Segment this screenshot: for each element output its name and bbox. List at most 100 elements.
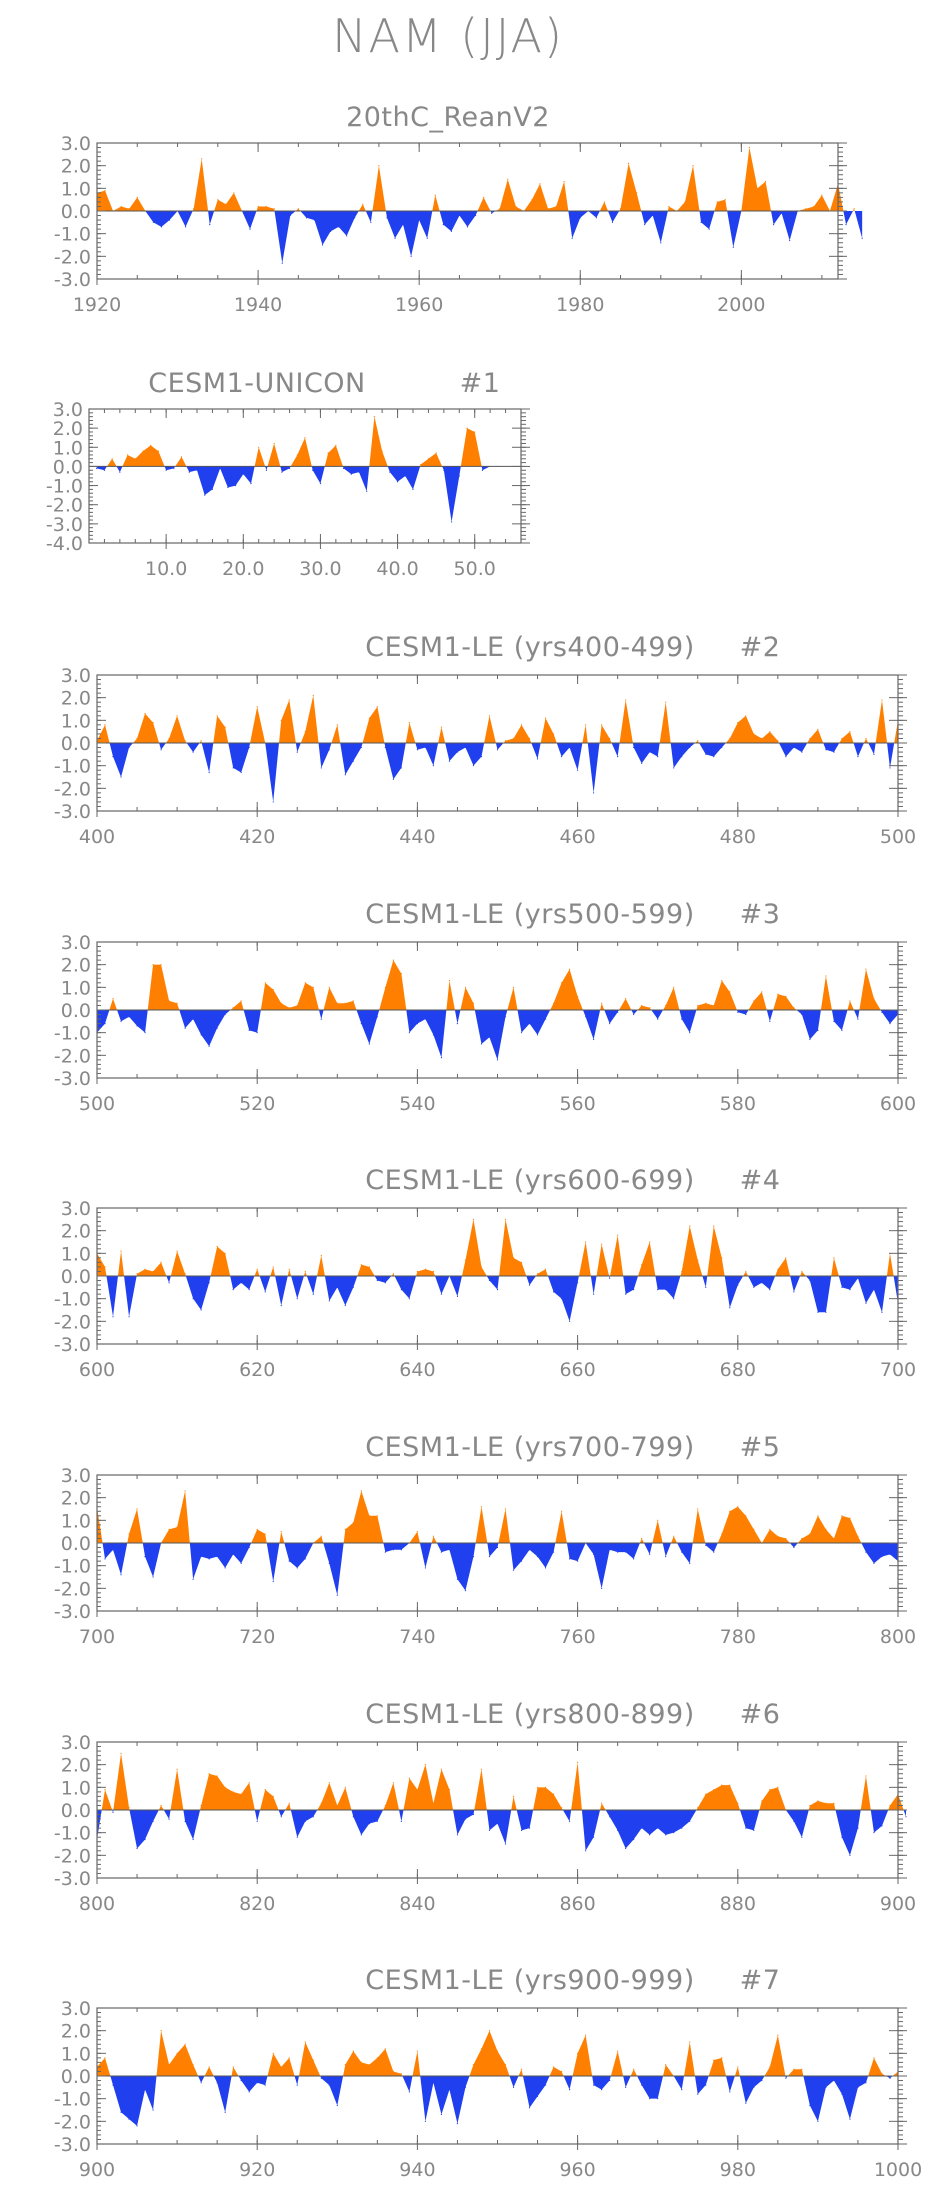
data-point <box>328 1562 330 1564</box>
data-point <box>881 1825 883 1827</box>
data-point <box>761 991 763 993</box>
data-point <box>881 699 883 701</box>
data-point <box>601 1587 603 1589</box>
data-point <box>512 2086 515 2088</box>
data-point <box>257 205 259 208</box>
data-point <box>456 1834 459 1836</box>
x-tick-label: 460 <box>559 826 595 848</box>
data-point <box>443 469 445 471</box>
data-point <box>256 1820 258 1822</box>
data-point <box>376 1820 378 1822</box>
data-point <box>128 1316 130 1318</box>
data-point <box>805 208 807 210</box>
data-point <box>408 1777 410 1779</box>
data-point <box>144 1032 146 1034</box>
data-point <box>176 2052 178 2054</box>
data-point <box>857 1277 859 1279</box>
data-point <box>785 1537 787 1540</box>
data-point <box>384 2048 386 2050</box>
data-point <box>745 2102 747 2104</box>
data-point <box>368 1266 370 1268</box>
data-point <box>192 1018 194 1020</box>
y-tick-label: -3.0 <box>54 1068 91 1090</box>
data-point <box>192 1298 194 1300</box>
data-point <box>432 1270 435 1273</box>
data-point <box>424 1764 427 1766</box>
y-tick-label: -1.0 <box>54 1289 91 1311</box>
y-tick-label: 2.0 <box>53 418 83 440</box>
data-point <box>297 208 299 210</box>
data-point <box>611 221 614 223</box>
data-point <box>825 1528 827 1530</box>
data-point <box>112 1811 114 1813</box>
data-point <box>633 1013 635 1016</box>
data-point <box>665 1004 667 1007</box>
data-point <box>865 2082 867 2084</box>
data-point <box>841 1286 843 1288</box>
data-point <box>232 1007 234 1009</box>
data-point <box>689 1032 691 1034</box>
data-point <box>737 1284 739 1286</box>
data-point <box>689 1562 691 1564</box>
y-tick-label: 1.0 <box>61 1777 91 1799</box>
data-point <box>288 2057 290 2059</box>
data-point <box>150 444 152 446</box>
y-tick-label: -1.0 <box>46 476 83 498</box>
data-point <box>416 1789 418 1791</box>
positive-area <box>97 147 855 211</box>
panel-5: CESM1-LE (yrs600-699) #43.02.01.00.0-1.0-… <box>54 1165 916 1381</box>
data-point <box>649 1007 651 1009</box>
data-point <box>456 1578 459 1580</box>
data-point <box>641 1004 643 1007</box>
data-point <box>873 1562 875 1564</box>
data-point <box>617 756 619 758</box>
data-point <box>480 1506 483 1508</box>
data-point <box>232 1553 234 1555</box>
data-point <box>128 1016 130 1018</box>
data-point <box>272 2052 274 2054</box>
data-point <box>681 1018 683 1020</box>
data-point <box>128 1807 130 1809</box>
data-point <box>769 1289 771 1291</box>
data-point <box>103 469 106 471</box>
y-tick-label: -3.0 <box>54 1868 91 1890</box>
data-point <box>673 1298 675 1300</box>
data-point <box>265 469 268 471</box>
data-point <box>96 467 98 469</box>
data-point <box>338 226 340 228</box>
data-point <box>193 208 195 210</box>
data-points <box>96 1752 907 1856</box>
data-point <box>547 208 549 210</box>
panel-title: CESM1-UNICON <box>148 368 366 399</box>
data-point <box>440 1551 443 1553</box>
data-point <box>520 1261 523 1263</box>
y-tick-label: 2.0 <box>61 1221 91 1243</box>
data-point <box>568 2089 571 2091</box>
data-point <box>721 1784 723 1786</box>
data-point <box>544 2084 547 2086</box>
data-point <box>801 1270 803 1273</box>
y-tick-label: 1.0 <box>61 178 91 200</box>
data-point <box>392 2070 394 2073</box>
data-point <box>665 2064 667 2066</box>
data-point <box>568 1320 571 1322</box>
y-tick-label: 0.0 <box>61 2066 91 2088</box>
data-point <box>400 973 402 975</box>
data-point <box>491 212 493 214</box>
data-point <box>408 722 410 724</box>
data-point <box>817 2120 819 2122</box>
data-point <box>721 746 723 749</box>
data-point <box>165 469 167 471</box>
data-point <box>160 1804 162 1807</box>
data-point <box>432 765 435 767</box>
data-point <box>769 1020 771 1022</box>
data-point <box>889 767 891 769</box>
x-tick-label: 800 <box>79 1893 115 1915</box>
y-tick-label: 2.0 <box>61 156 91 178</box>
data-point <box>480 2048 483 2050</box>
panel-title: CESM1-LE (yrs900-999) <box>365 1965 694 1996</box>
data-point <box>809 2104 811 2107</box>
data-point <box>777 2034 779 2036</box>
data-point <box>609 737 611 740</box>
y-tick-label: 3.0 <box>61 1732 91 1754</box>
